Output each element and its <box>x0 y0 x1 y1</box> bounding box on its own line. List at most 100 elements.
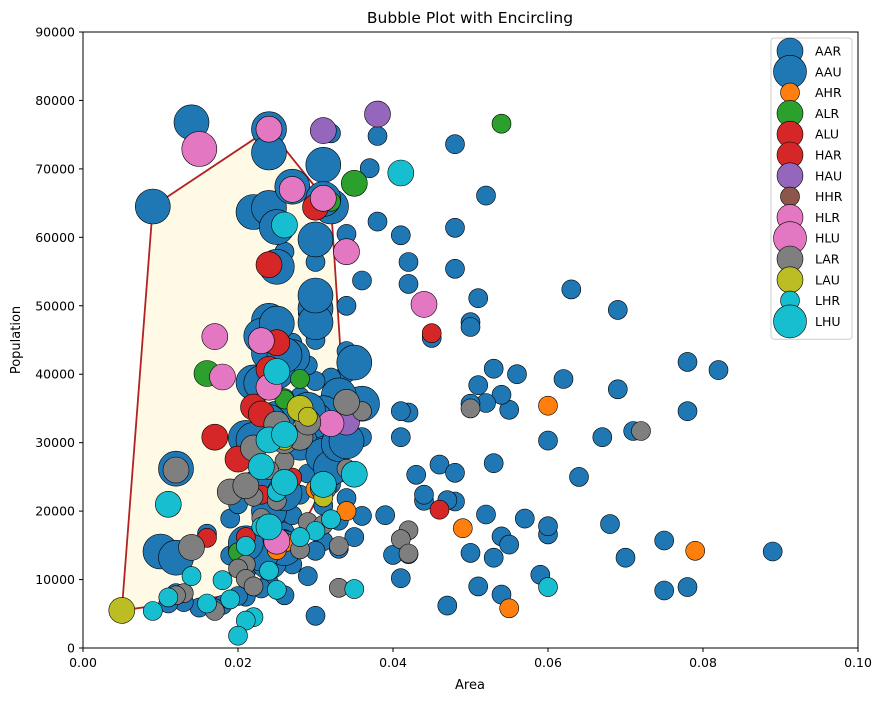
legend-label: HLU <box>815 231 840 246</box>
x-tick-label: 0.06 <box>534 655 562 670</box>
bubble-point <box>483 547 504 568</box>
bubble-point <box>359 158 380 178</box>
bubble-point <box>375 505 396 526</box>
bubble-point <box>255 513 283 541</box>
bubble-point <box>367 126 388 146</box>
bubble-point <box>654 580 675 601</box>
bubble-point <box>290 527 310 547</box>
bubble-point <box>321 509 341 530</box>
series-lhu-13 <box>108 395 314 624</box>
bubble-point <box>247 327 275 355</box>
legend-label: AAR <box>815 44 841 59</box>
bubble-point <box>398 543 419 564</box>
bubble-point <box>390 401 411 422</box>
bubble-point <box>197 593 217 614</box>
bubble-point <box>468 288 489 309</box>
legend-label: ALU <box>815 127 839 142</box>
bubble-point <box>406 464 427 485</box>
bubble-point <box>108 597 136 624</box>
bubble-point <box>328 536 349 556</box>
bubble-point <box>553 369 574 389</box>
bubble-point <box>317 410 345 437</box>
bubble-point <box>398 252 419 272</box>
bubble-point <box>305 147 342 183</box>
bubble-point <box>654 530 675 551</box>
bubble-point <box>421 323 442 344</box>
bubble-point <box>483 358 504 379</box>
bubble-point <box>271 469 298 496</box>
bubble-point <box>387 159 415 187</box>
y-axis-title: Population <box>9 306 24 374</box>
y-tick-label: 30000 <box>35 435 75 450</box>
bubble-point <box>297 406 318 427</box>
legend-marker <box>776 266 804 294</box>
bubble-point <box>460 398 481 419</box>
bubble-point <box>677 401 698 422</box>
series-lar-10 <box>181 131 218 167</box>
bubble-point <box>309 471 337 498</box>
legend-label: HAU <box>815 168 842 183</box>
bubble-point <box>561 279 582 300</box>
bubble-point <box>135 188 171 225</box>
y-tick-label: 0 <box>67 641 75 656</box>
legend-marker <box>780 82 800 103</box>
bubble-point <box>209 363 236 391</box>
bubble-point <box>476 185 496 206</box>
bubble-point <box>201 423 229 451</box>
y-tick-label: 10000 <box>35 572 75 587</box>
axes-frame <box>82 31 859 649</box>
bubble-point <box>263 358 291 385</box>
bubble-point <box>429 454 450 475</box>
bubble-point <box>569 467 589 487</box>
bubble-point <box>367 211 388 232</box>
bubble-point <box>212 570 233 591</box>
bubble-point <box>271 421 298 448</box>
bubble-point <box>429 499 450 520</box>
bubble-point <box>271 211 298 239</box>
legend-marker <box>776 162 804 190</box>
bubble-point <box>615 547 636 568</box>
bubble-point <box>468 375 489 396</box>
bubble-point <box>390 568 411 589</box>
bubble-point <box>445 134 465 154</box>
plot-area <box>108 100 783 646</box>
bubble-point <box>201 323 229 350</box>
legend-marker <box>780 186 800 207</box>
bubble-point <box>445 218 465 238</box>
bubble-point <box>708 360 729 380</box>
bubble-point <box>607 379 628 400</box>
bubble-point <box>677 577 698 597</box>
bubble-point <box>297 277 334 314</box>
bubble-point <box>344 579 365 599</box>
bubble-point <box>220 589 240 610</box>
bubble-point <box>143 601 163 621</box>
bubble-point <box>255 115 283 143</box>
bubble-point <box>631 421 651 441</box>
y-tick-label: 50000 <box>35 298 75 313</box>
bubble-point <box>336 295 357 316</box>
bubble-point <box>390 225 411 246</box>
x-axis-title: Area <box>455 678 485 693</box>
bubble-point <box>445 462 465 483</box>
legend-label: HLR <box>815 210 840 225</box>
bubble-point <box>178 534 205 561</box>
bubble-point <box>228 625 248 646</box>
legend-label: LHR <box>815 293 840 308</box>
bubble-point <box>538 577 558 597</box>
legend-label: LAR <box>815 252 840 267</box>
axes: 0.00 0.02 0.04 0.06 0.08 0.10 0 10000 20000 30000… <box>35 25 872 671</box>
bubble-point <box>155 490 182 518</box>
y-tick-label: 40000 <box>35 367 75 382</box>
bubble-point <box>243 576 264 597</box>
bubble-point <box>232 472 260 500</box>
y-tick-label: 80000 <box>35 93 75 108</box>
bubble-point <box>592 427 613 448</box>
bubble-point <box>499 598 520 619</box>
bubble-point <box>297 566 318 586</box>
bubble-point <box>247 453 275 480</box>
bubble-point <box>437 595 458 616</box>
bubble-point <box>181 566 202 586</box>
bubble-point <box>305 605 326 626</box>
legend-label: LHU <box>815 314 841 329</box>
